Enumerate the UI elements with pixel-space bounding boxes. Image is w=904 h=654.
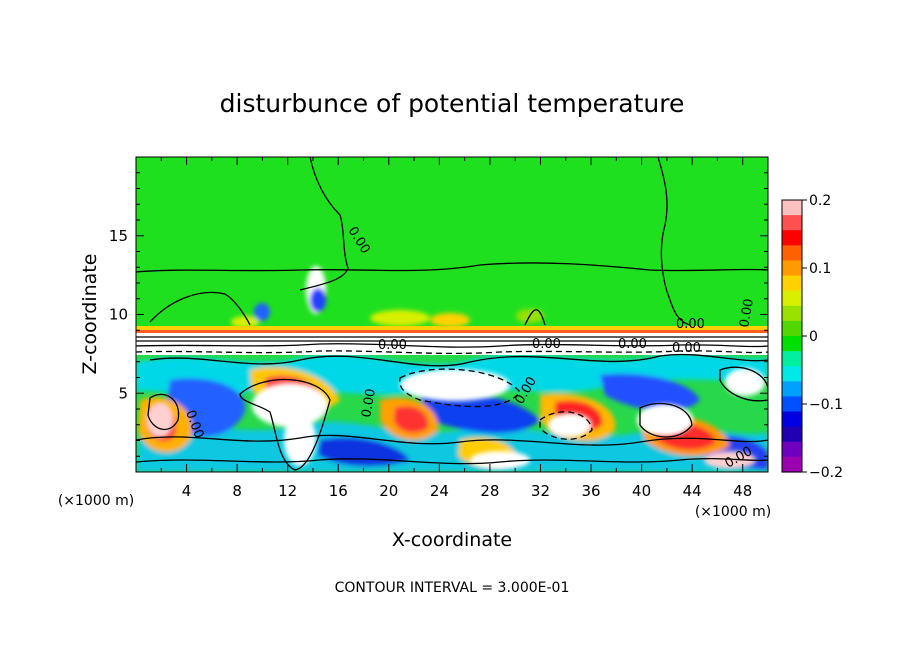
x-tick-label: 40 xyxy=(632,482,651,500)
core-patch xyxy=(548,413,592,437)
saturated-cores xyxy=(146,368,765,469)
x-tick-label: 44 xyxy=(683,482,702,500)
x-axis-title: X-coordinate xyxy=(392,529,512,551)
contour-line xyxy=(524,309,546,326)
contour-line xyxy=(149,291,251,326)
x-tick-label: 8 xyxy=(232,482,242,500)
upper-layer-field xyxy=(136,157,768,333)
x-tick-label: 24 xyxy=(430,482,449,500)
colorbar-band xyxy=(782,230,802,246)
field-patch xyxy=(394,406,429,433)
contour-line xyxy=(147,393,180,431)
core-patch xyxy=(284,414,316,466)
colorbar-band xyxy=(782,200,802,216)
contour-line xyxy=(136,343,768,348)
x-tick-label: 20 xyxy=(379,482,398,500)
colorbar-band xyxy=(782,441,802,458)
x-tick-label: 32 xyxy=(531,482,550,500)
colorbar-ticks: 0.2 0.1 0 −0.1 −0.2 xyxy=(802,193,843,481)
x-tick-label: 16 xyxy=(329,482,348,500)
x-tick-label: 4 xyxy=(182,482,192,500)
field-patch xyxy=(420,391,540,434)
colorbar-tick-label: 0 xyxy=(809,329,818,345)
colorbar-band xyxy=(782,320,802,337)
colorbar-band xyxy=(782,275,802,292)
colorbar-band xyxy=(782,396,802,413)
y-tick-label: 15 xyxy=(109,227,128,245)
colorbar-band xyxy=(782,215,802,231)
contour-label: 0.00 xyxy=(532,337,561,352)
contour-line xyxy=(399,368,521,408)
x-tick-label: 36 xyxy=(581,482,600,500)
contour-line xyxy=(657,157,691,326)
contour-line xyxy=(136,457,768,465)
contour-label: 0.00 xyxy=(676,317,705,332)
x-tick-label: 48 xyxy=(733,482,752,500)
colorbar-band xyxy=(782,351,802,367)
x-tick-label: 28 xyxy=(480,482,499,500)
inversion-band xyxy=(136,333,768,355)
colorbar-tick-label: −0.1 xyxy=(809,397,843,413)
inversion-band xyxy=(136,330,768,333)
x-unit-label-left: (×1000 m) xyxy=(58,493,134,509)
upper-features xyxy=(231,266,544,328)
colorbar-bands xyxy=(782,200,802,473)
colorbar-tick-label: 0.1 xyxy=(809,261,831,277)
core-patch xyxy=(400,369,510,401)
colorbar-band xyxy=(782,305,802,322)
contour-line xyxy=(136,350,768,355)
y-tick-label: 10 xyxy=(109,306,128,324)
upper-patch xyxy=(310,288,326,312)
contour-label: 0.00 xyxy=(672,341,701,356)
colorbar-band xyxy=(782,336,802,352)
contour-line xyxy=(136,262,768,273)
upper-patch xyxy=(430,313,470,327)
contour-label: 0.00 xyxy=(618,337,647,352)
y-axis-title: Z-coordinate xyxy=(79,254,101,375)
contour-lines xyxy=(136,157,768,471)
colorbar-band xyxy=(782,290,802,307)
contour-line xyxy=(149,353,768,367)
contour-line xyxy=(719,366,768,402)
colorbar-band xyxy=(782,411,802,428)
chart-title: disturbunce of potential temperature xyxy=(220,89,685,118)
contour-interval-note: CONTOUR INTERVAL = 3.000E-01 xyxy=(335,580,570,596)
colorbar-band xyxy=(782,426,802,443)
upper-patch xyxy=(254,303,270,321)
colorbar-band xyxy=(782,260,802,277)
plot-area: 0.00 0.00 0.00 0.00 0.00 0.00 0.00 0.00 … xyxy=(136,157,768,472)
core-patch xyxy=(725,368,765,396)
colorbar-tick-label: 0.2 xyxy=(809,193,831,209)
inversion-band xyxy=(136,326,768,330)
contour-line xyxy=(299,157,349,291)
colorbar-band xyxy=(782,381,802,398)
colorbar-band xyxy=(782,366,802,382)
core-patch xyxy=(470,451,530,469)
contour-line xyxy=(539,411,593,440)
colorbar: 0.2 0.1 0 −0.1 −0.2 xyxy=(781,193,843,481)
contour-line xyxy=(639,402,693,438)
core-patch xyxy=(637,404,693,436)
contour-label: 0.00 xyxy=(378,338,407,353)
contour-line xyxy=(239,378,331,471)
contour-label: 0.00 xyxy=(737,298,757,329)
contour-label: 0.00 xyxy=(359,388,379,419)
x-tick-label: 12 xyxy=(278,482,297,500)
colorbar-band xyxy=(782,456,802,473)
colorbar-tick-label: −0.2 xyxy=(809,465,843,481)
colorbar-band xyxy=(782,245,802,262)
upper-patch xyxy=(231,316,259,328)
field-patch xyxy=(600,373,700,412)
y-tick-label: 5 xyxy=(118,384,128,402)
contour-line xyxy=(136,434,768,446)
x-unit-label-right: (×1000 m) xyxy=(695,504,771,520)
upper-patch xyxy=(370,310,430,326)
